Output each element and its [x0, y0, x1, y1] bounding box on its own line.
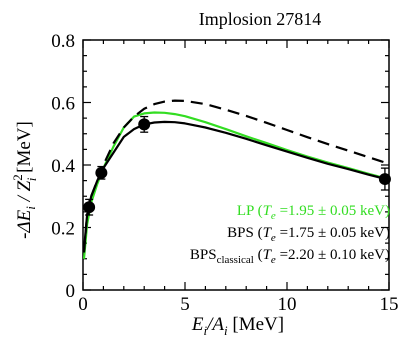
data-point: [378, 173, 391, 186]
y-tick-label: 0: [66, 281, 76, 302]
y-tick-label: 0.8: [51, 31, 75, 52]
chart-title: Implosion 27814: [199, 9, 322, 29]
data-point: [138, 118, 151, 131]
y-tick-label: 0.2: [51, 219, 75, 240]
plot-area: 0 5 10 15 0 0.2 0.4 0.6 0.8: [51, 31, 398, 315]
legend-entry-bps-classical: BPSclassical (Te =2.20 ± 0.10 keV): [190, 247, 390, 266]
y-tick-label: 0.6: [51, 94, 75, 115]
x-axis-label: Ei/Ai [MeV]: [191, 314, 284, 338]
x-tick-label: 10: [278, 294, 297, 315]
x-tick-label: 15: [380, 294, 399, 315]
legend-entry-bps: BPS (Te =1.75 ± 0.05 keV): [227, 225, 390, 244]
data-point: [83, 201, 96, 214]
legend: LP (Te =1.95 ± 0.05 keV) BPS (Te =1.75 ±…: [190, 203, 390, 266]
y-tick-label: 0.4: [51, 156, 75, 177]
x-tick-label: 0: [78, 294, 88, 315]
legend-entry-lp: LP (Te =1.95 ± 0.05 keV): [237, 203, 390, 222]
y-axis-label: -ΔEi / Z2i [MeV]: [10, 121, 39, 239]
x-tick-label: 5: [180, 294, 190, 315]
data-point: [95, 166, 108, 179]
